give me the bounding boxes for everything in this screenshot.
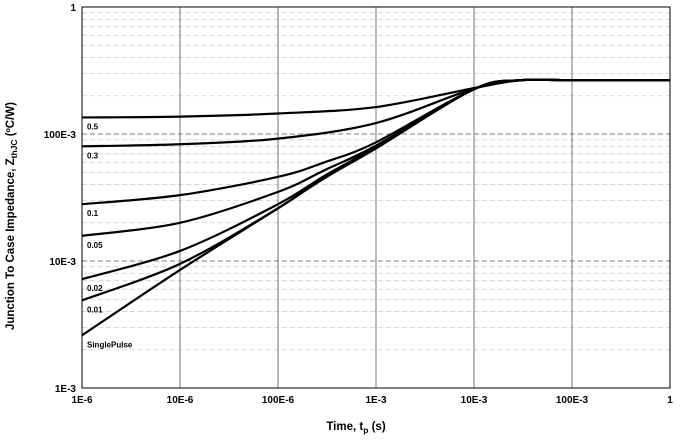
series-label: SinglePulse	[87, 340, 133, 349]
x-tick-label: 100E-6	[262, 395, 295, 406]
x-axis-title-main: Time, t	[326, 421, 363, 433]
y-axis-title-main: Junction To Case Impedance, Z	[5, 158, 17, 330]
y-axis-title: Junction To Case Impedance, ZthJC (ºC/W)	[5, 102, 19, 330]
series-lines	[81, 78, 670, 337]
x-tick-label: 10E-6	[167, 395, 194, 406]
y-tick-label: 100E-3	[44, 130, 77, 141]
series-labels: 0.5 0.3 0.1 0.05 0.02 0.01 SinglePulse	[87, 122, 133, 349]
series-label: 0.02	[87, 284, 103, 293]
plot-frame	[81, 6, 671, 389]
series-line	[81, 78, 670, 337]
x-tick-label: 1E-6	[71, 395, 93, 406]
x-axis-ticks: 1E-6 10E-6 100E-6 1E-3 10E-3 100E-3 1	[71, 395, 673, 406]
x-axis-title-sub: p	[363, 425, 368, 435]
x-tick-label: 1	[667, 395, 673, 406]
y-tick-label: 10E-3	[49, 257, 76, 268]
series-label: 0.5	[87, 122, 99, 131]
series-label: 0.01	[87, 305, 103, 314]
y-tick-label: 1E-3	[55, 384, 77, 395]
series-label: 0.05	[87, 241, 103, 250]
y-axis-title-sub: thJC	[9, 139, 19, 158]
x-tick-label: 1E-3	[365, 395, 387, 406]
x-tick-label: 100E-3	[556, 395, 589, 406]
x-axis-title-unit: (s)	[368, 421, 385, 433]
x-axis-title: Time, tp (s)	[326, 421, 385, 435]
series-label: 0.3	[87, 151, 99, 160]
x-tick-label: 10E-3	[461, 395, 488, 406]
y-tick-label: 1	[70, 3, 76, 14]
y-axis-title-unit: (ºC/W)	[5, 102, 17, 140]
series-label: 0.1	[87, 209, 99, 218]
y-axis-ticks: 1E-3 10E-3 100E-3 1	[44, 3, 77, 395]
